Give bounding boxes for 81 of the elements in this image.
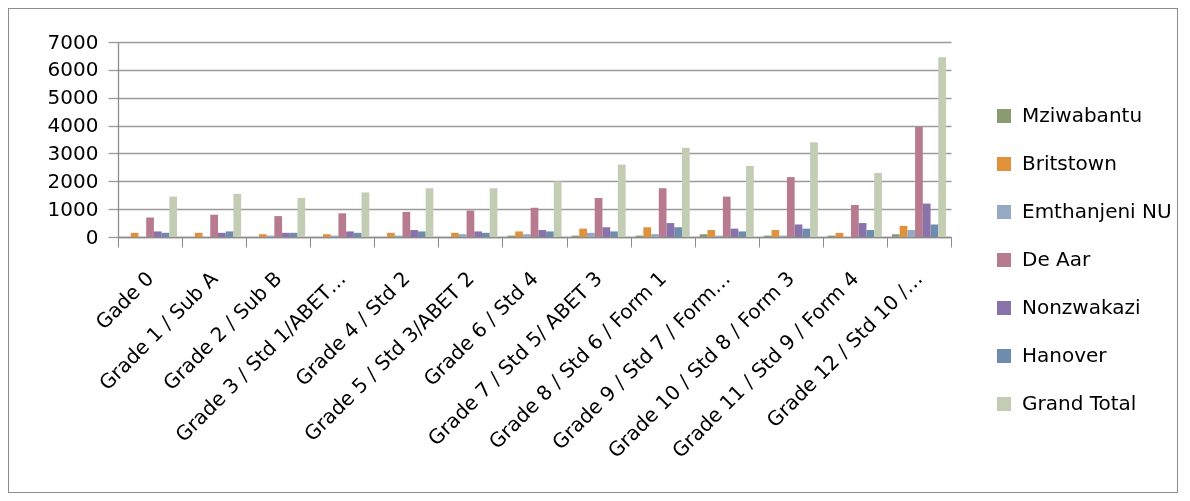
bar (771, 230, 780, 237)
bar (658, 188, 667, 237)
bar (410, 230, 418, 237)
y-tick-label: 7000 (47, 29, 99, 54)
bar (851, 204, 859, 237)
bar (930, 224, 939, 237)
y-tick-label: 3000 (47, 140, 99, 165)
bar (643, 227, 652, 237)
bar (746, 165, 754, 237)
legend-label: Grand Total (1022, 391, 1137, 415)
bar (610, 231, 618, 237)
bar (915, 126, 923, 237)
bar (210, 214, 218, 237)
bar (681, 147, 690, 237)
bar (802, 228, 811, 237)
bar (387, 232, 395, 237)
bar (794, 224, 803, 237)
bar (553, 181, 562, 237)
bar (322, 234, 331, 237)
bar (402, 211, 411, 237)
bar (866, 230, 875, 237)
bar (451, 232, 459, 237)
y-tick-label: 5000 (47, 85, 99, 110)
bar (146, 217, 154, 237)
bar (297, 198, 306, 237)
bar (674, 227, 682, 237)
bar (217, 232, 226, 237)
bar (233, 193, 242, 237)
bar (594, 198, 603, 237)
bar (738, 231, 747, 237)
bar (899, 225, 908, 237)
bar (810, 142, 818, 237)
legend-label: Mziwabantu (1022, 103, 1143, 127)
bar (602, 227, 611, 237)
bar (425, 188, 434, 237)
bar (546, 231, 554, 237)
bar (874, 172, 882, 237)
bar (274, 216, 283, 237)
bar (907, 230, 916, 237)
bar (194, 232, 203, 237)
bar (225, 231, 234, 237)
bar (666, 223, 675, 237)
bar (417, 231, 426, 237)
bar (258, 234, 267, 237)
bar (722, 196, 731, 237)
bar (922, 203, 931, 237)
bar (515, 231, 523, 237)
legend-label: Hanover (1022, 343, 1108, 367)
bar (153, 231, 162, 237)
bar (538, 230, 547, 237)
y-tick-label: 6000 (47, 57, 99, 82)
bar (707, 230, 716, 237)
bar (522, 234, 531, 237)
bar (282, 232, 290, 237)
bar (587, 232, 595, 237)
bar (482, 232, 490, 237)
legend-label: De Aar (1022, 247, 1091, 271)
y-tick-label: 2000 (47, 168, 99, 193)
bar (530, 207, 539, 237)
legend-label: Britstown (1022, 151, 1117, 175)
y-tick-label: 4000 (47, 113, 99, 138)
bar (579, 228, 587, 237)
bar (489, 188, 498, 237)
bar (891, 234, 900, 237)
bar (858, 223, 867, 237)
bar (474, 231, 482, 237)
bar (699, 234, 708, 237)
bar (458, 234, 467, 237)
y-tick-label: 0 (85, 224, 99, 249)
bar (346, 231, 354, 237)
bar (938, 57, 946, 237)
bar (338, 213, 347, 237)
legend-label: Emthanjeni NU (1022, 199, 1172, 223)
bar (617, 164, 626, 237)
y-tick-label: 1000 (47, 196, 99, 221)
bar (361, 192, 370, 237)
bar (651, 234, 659, 237)
bar (169, 196, 178, 237)
bar (786, 177, 795, 237)
legend-label: Nonzwakazi (1022, 295, 1141, 319)
bar (353, 232, 362, 237)
